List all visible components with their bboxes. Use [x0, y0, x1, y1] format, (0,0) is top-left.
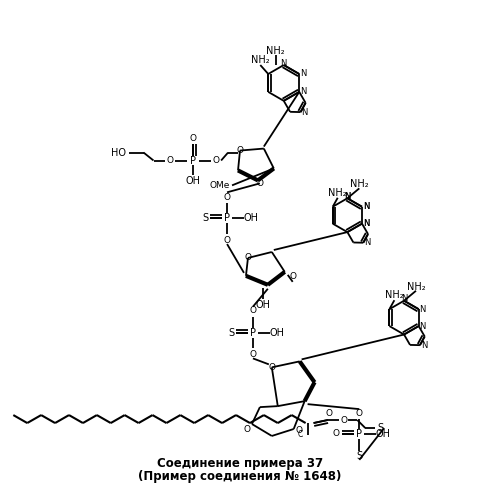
Text: O: O	[213, 156, 220, 165]
Text: N: N	[301, 108, 308, 116]
Text: OMe: OMe	[210, 181, 230, 190]
Text: N: N	[300, 88, 306, 96]
Text: HO: HO	[111, 148, 126, 158]
Text: O: O	[326, 408, 333, 418]
Text: N: N	[420, 322, 426, 330]
Text: P: P	[190, 156, 196, 166]
Text: O: O	[167, 156, 174, 165]
Text: N: N	[401, 294, 407, 303]
Text: O: O	[356, 408, 363, 418]
Text: NH₂: NH₂	[328, 188, 347, 198]
Text: OH: OH	[269, 328, 284, 338]
Text: Соединение примера 37: Соединение примера 37	[157, 458, 323, 470]
Text: O: O	[250, 306, 256, 315]
Text: O: O	[243, 424, 251, 434]
Text: P: P	[224, 213, 230, 223]
Text: C: C	[298, 430, 302, 440]
Text: O: O	[237, 146, 243, 155]
Text: S: S	[228, 328, 234, 338]
Text: N: N	[300, 70, 306, 78]
Text: O: O	[333, 430, 340, 438]
Text: N: N	[363, 202, 369, 211]
Text: OH: OH	[243, 213, 258, 223]
Text: NH₂: NH₂	[266, 46, 285, 56]
Text: N: N	[421, 340, 427, 349]
Text: O: O	[341, 416, 348, 424]
Text: O: O	[250, 350, 256, 359]
Text: NH₂: NH₂	[385, 290, 404, 300]
Text: OH: OH	[186, 176, 201, 186]
Text: N: N	[344, 192, 350, 201]
Text: NH₂: NH₂	[407, 282, 425, 292]
Text: (Пример соединения № 1648): (Пример соединения № 1648)	[138, 470, 342, 483]
Text: O: O	[289, 272, 296, 281]
Text: O: O	[268, 363, 276, 372]
Text: S: S	[202, 213, 208, 223]
Text: N: N	[363, 202, 369, 211]
Text: O: O	[190, 134, 197, 143]
Text: NH₂: NH₂	[251, 55, 270, 65]
Text: NH₂: NH₂	[350, 180, 369, 190]
Text: OH: OH	[255, 300, 270, 310]
Text: N: N	[420, 304, 426, 314]
Text: O: O	[256, 179, 264, 188]
Text: P: P	[250, 328, 256, 338]
Text: N: N	[363, 219, 369, 228]
Text: P: P	[356, 429, 362, 439]
Text: N: N	[280, 58, 287, 68]
Text: O: O	[224, 236, 230, 244]
Text: O: O	[224, 193, 230, 202]
Text: N: N	[344, 192, 350, 201]
Text: OH: OH	[376, 429, 391, 439]
Text: N: N	[363, 219, 369, 228]
Text: S: S	[356, 451, 362, 461]
Text: N: N	[364, 238, 371, 247]
Text: O: O	[295, 426, 302, 436]
Text: S: S	[377, 423, 383, 433]
Text: O: O	[244, 254, 252, 262]
